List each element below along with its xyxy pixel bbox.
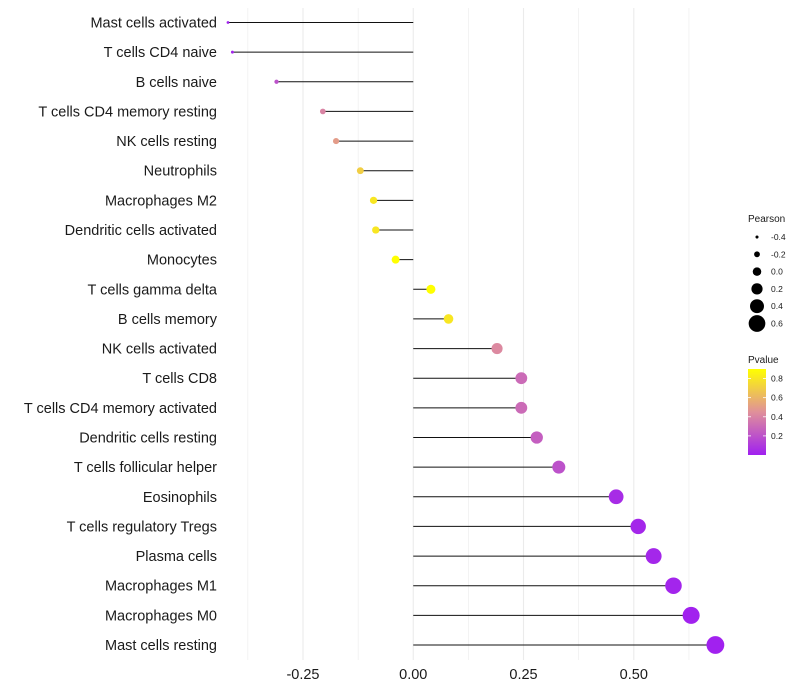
lollipop-stems <box>228 22 716 646</box>
x-tick-label: 0.00 <box>399 667 427 683</box>
color-legend-label: 0.2 <box>771 431 783 441</box>
lollipop-point <box>226 21 230 24</box>
y-tick-label: T cells follicular helper <box>74 460 217 476</box>
color-legend-bar <box>748 369 766 455</box>
x-tick-label: 0.50 <box>620 667 648 683</box>
lollipop-point <box>274 79 279 84</box>
x-tick-label: -0.25 <box>286 667 319 683</box>
y-tick-label: Monocytes <box>147 253 217 269</box>
color-legend: Pvalue 0.8 0.6 0.4 0.2 <box>748 355 783 455</box>
y-tick-label: Macrophages M0 <box>105 608 217 624</box>
lollipop-point <box>682 606 700 624</box>
grid-layer <box>247 8 690 660</box>
size-legend-title: Pearson <box>748 214 785 225</box>
color-legend-label: 0.6 <box>771 393 783 403</box>
size-legend-key <box>754 251 760 258</box>
lollipop-point <box>530 431 543 444</box>
y-tick-label: T cells CD4 memory activated <box>24 401 217 417</box>
y-tick-label: Dendritic cells activated <box>65 223 217 239</box>
y-tick-label: Macrophages M1 <box>105 579 217 595</box>
lollipop-point <box>372 226 380 234</box>
lollipop-point <box>515 372 528 385</box>
size-legend-label: -0.2 <box>771 249 786 259</box>
y-tick-label: T cells CD4 memory resting <box>38 104 217 120</box>
lollipop-point <box>319 108 326 115</box>
size-legend-label: 0.2 <box>771 284 783 294</box>
y-tick-label: T cells CD8 <box>142 371 217 387</box>
lollipop-point <box>608 489 624 505</box>
lollipop-point <box>369 196 378 205</box>
y-tick-label: Mast cells activated <box>90 16 217 32</box>
lollipop-point <box>443 314 454 324</box>
lollipop-point <box>630 518 646 535</box>
size-legend-key <box>752 267 762 276</box>
lollipop-points <box>226 21 725 654</box>
x-tick-label: 0.25 <box>509 667 537 683</box>
y-tick-label: Dendritic cells resting <box>79 431 217 447</box>
size-legend-label: 0.6 <box>771 319 783 329</box>
y-tick-label: B cells memory <box>118 312 218 328</box>
y-tick-label: NK cells resting <box>116 134 217 150</box>
size-legend-key <box>748 315 766 332</box>
size-legend-label: 0.0 <box>771 267 783 277</box>
lollipop-point <box>645 548 662 565</box>
y-tick-label: Eosinophils <box>143 490 217 506</box>
y-tick-label: Mast cells resting <box>105 638 217 654</box>
color-legend-label: 0.4 <box>771 412 783 422</box>
y-tick-label: B cells naive <box>136 75 217 91</box>
color-legend-label: 0.8 <box>771 374 783 384</box>
lollipop-point <box>706 636 725 654</box>
y-tick-label: Neutrophils <box>144 164 217 180</box>
size-legend-key <box>755 235 759 239</box>
lollipop-point <box>665 577 682 594</box>
y-axis-labels: Mast cells activated T cells CD4 naive B c… <box>24 16 218 655</box>
y-tick-label: T cells CD4 naive <box>104 45 217 61</box>
lollipop-point <box>552 460 566 474</box>
size-legend-key <box>750 299 764 314</box>
size-legend-label: -0.4 <box>771 232 786 242</box>
size-legend-key <box>751 283 763 295</box>
y-tick-label: NK cells activated <box>102 342 217 358</box>
lollipop-point <box>491 343 503 355</box>
y-tick-label: Macrophages M2 <box>105 193 217 209</box>
color-legend-title: Pvalue <box>748 355 779 366</box>
size-legend-label: 0.4 <box>771 301 783 311</box>
lollipop-point <box>230 50 234 54</box>
y-tick-label: Plasma cells <box>136 549 217 565</box>
lollipop-point <box>391 255 400 264</box>
y-tick-label: T cells gamma delta <box>88 282 218 298</box>
lollipop-point <box>332 138 340 145</box>
x-axis-ticks: -0.25 0.00 0.25 0.50 <box>286 667 647 683</box>
size-legend: Pearson -0.4 -0.2 0.0 0.2 0.4 0.6 <box>748 214 786 332</box>
y-tick-label: T cells regulatory Tregs <box>67 519 217 535</box>
lollipop-point <box>426 284 436 294</box>
lollipop-point <box>356 167 364 175</box>
lollipop-point <box>515 401 528 414</box>
